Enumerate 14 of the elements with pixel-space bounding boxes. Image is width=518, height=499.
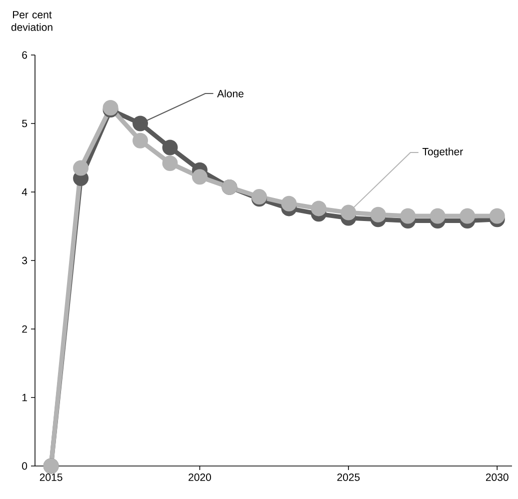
y-tick-label: 5 (22, 120, 28, 128)
y-tick-label: 3 (22, 256, 28, 264)
text: Alone (217, 90, 244, 98)
text: Together (422, 148, 463, 158)
y-tick-label: 1 (22, 394, 27, 402)
x-tick-label: 2020 (188, 474, 212, 481)
x-tick-label: 2015 (40, 474, 62, 481)
x-tick-label: 2025 (337, 474, 360, 481)
y-tick-label: 6 (22, 51, 28, 59)
x-tick-label: 2030 (486, 474, 508, 481)
y-tick-label: 0 (22, 462, 28, 470)
y-axis-title: Per cent deviation (11, 11, 52, 31)
y-tick-label: 2 (22, 325, 27, 333)
y-tick-label: 4 (22, 188, 28, 196)
